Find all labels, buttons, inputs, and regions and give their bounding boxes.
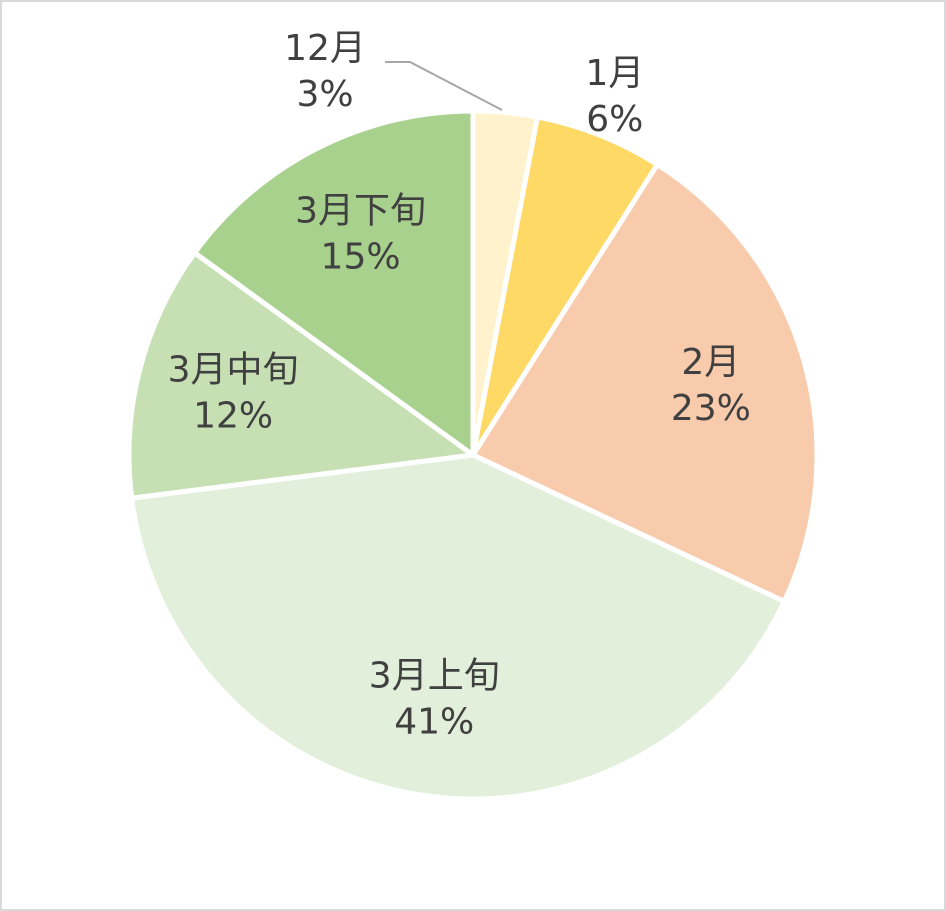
value-label: 12% [193,395,273,436]
value-label: 41% [394,702,474,743]
pie-slice [126,250,476,501]
value-label: 23% [671,388,751,429]
category-label: 2月 [681,342,740,383]
category-label: 3月上旬 [369,656,500,697]
category-label: 1月 [585,53,644,94]
category-label: 3月中旬 [168,349,299,390]
value-label: 3% [296,74,353,115]
value-label: 15% [321,236,401,277]
pie-slice [192,108,476,458]
pie-slice [470,114,660,458]
category-label: 3月下旬 [295,190,426,231]
pie-slice [470,162,820,604]
pie-slice [129,452,787,802]
category-label: 12月 [284,28,366,69]
leader-line [385,61,503,111]
value-label: 6% [586,99,643,140]
